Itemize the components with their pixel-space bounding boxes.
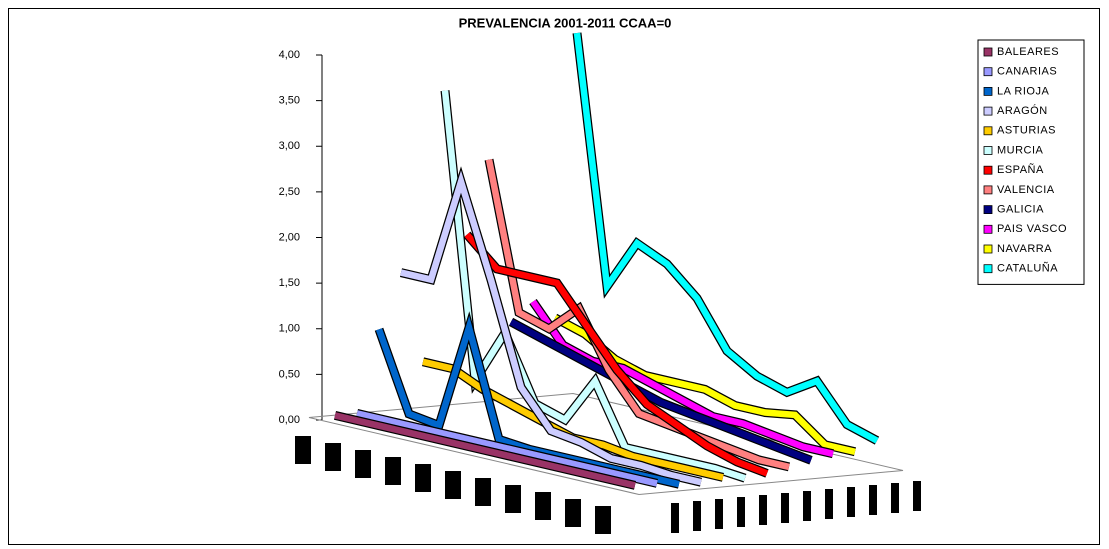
legend-label: CANARIAS	[997, 66, 1057, 78]
legend-swatch	[983, 106, 993, 116]
legend-swatch	[983, 205, 993, 215]
x-tick-block	[535, 492, 551, 520]
y-tick-label: 2,50	[279, 186, 300, 198]
legend-label: ASTURIAS	[997, 125, 1056, 137]
ribbon	[441, 90, 747, 482]
y-tick-label: 3,50	[279, 95, 300, 107]
z-tick-block	[803, 491, 811, 521]
legend-swatch	[983, 146, 993, 155]
legend-label: MURCIA	[997, 144, 1044, 156]
legend-label: BALEARES	[997, 46, 1059, 58]
y-tick-label: 0,50	[279, 368, 300, 380]
chart-title: PREVALENCIA 2001-2011 CCAA=0	[459, 15, 672, 30]
z-tick-block	[671, 503, 679, 533]
y-tick-label: 3,00	[279, 140, 300, 152]
legend-label: LA RIOJA	[997, 85, 1049, 97]
legend-swatch	[983, 67, 993, 77]
z-tick-block	[825, 489, 833, 519]
z-tick-block	[693, 501, 701, 531]
y-tick-label: 4,00	[279, 49, 300, 61]
legend-box	[977, 39, 1085, 285]
legend-label: CATALUÑA	[997, 262, 1058, 275]
legend-label: GALICIA	[997, 204, 1044, 216]
x-tick-block	[325, 443, 341, 471]
ribbon	[400, 170, 702, 486]
z-tick-block	[715, 499, 723, 529]
x-tick-block	[595, 506, 611, 534]
x-tick-block	[475, 478, 491, 506]
z-tick-block	[781, 493, 789, 523]
z-tick-block	[847, 487, 855, 517]
z-tick-block	[891, 483, 899, 513]
legend-swatch	[983, 244, 993, 254]
x-tick-block	[355, 450, 371, 478]
x-tick-block	[295, 436, 311, 464]
legend-label: NAVARRA	[997, 243, 1052, 255]
y-tick-label: 2,00	[279, 231, 300, 243]
legend-swatch	[983, 165, 993, 175]
z-tick-block	[869, 485, 877, 515]
legend-label: VALENCIA	[997, 184, 1055, 196]
legend-swatch	[983, 224, 993, 234]
legend-swatch	[983, 47, 993, 57]
x-tick-block	[505, 485, 521, 513]
ribbon	[334, 412, 636, 489]
ribbon	[356, 410, 658, 487]
y-tick-label: 1,50	[279, 277, 300, 289]
ribbon	[573, 32, 879, 444]
x-tick-block	[385, 457, 401, 485]
x-tick-block	[445, 471, 461, 499]
ribbon	[464, 232, 769, 477]
x-tick-block	[415, 464, 431, 492]
ribbon	[509, 319, 813, 464]
legend-label: ESPAÑA	[997, 163, 1044, 176]
y-tick-label: 0,00	[279, 414, 300, 426]
legend-swatch	[983, 126, 993, 136]
legend-label: PAIS VASCO	[997, 223, 1067, 235]
legend-swatch	[983, 185, 993, 195]
z-tick-block	[913, 481, 921, 511]
legend-label: ARAGÓN	[997, 104, 1048, 117]
x-tick-block	[565, 499, 581, 527]
legend-swatch	[983, 264, 993, 274]
y-tick-label: 1,00	[279, 323, 300, 335]
legend-swatch	[983, 87, 993, 96]
z-tick-block	[759, 495, 767, 525]
z-tick-block	[737, 497, 745, 527]
ribbon	[485, 158, 790, 471]
